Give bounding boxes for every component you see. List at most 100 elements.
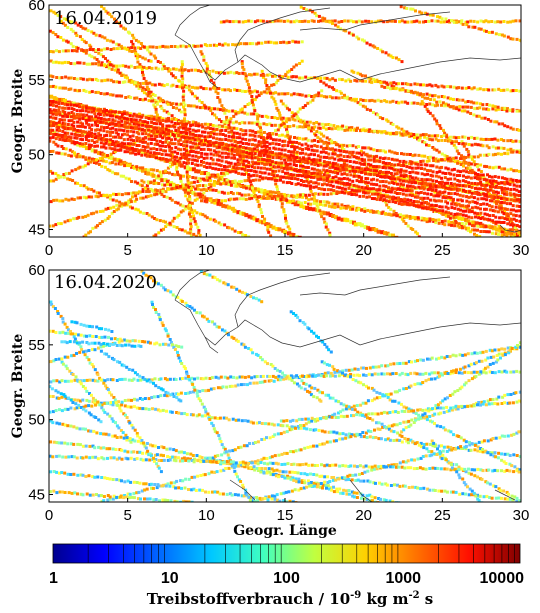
- lane-cell: [138, 54, 142, 58]
- lane-cell: [425, 220, 429, 224]
- lane-cell: [464, 175, 468, 179]
- lane-cell: [120, 115, 124, 119]
- lane-cell: [263, 189, 267, 192]
- lane-cell: [251, 138, 255, 142]
- lane-cell: [193, 192, 198, 197]
- lane-cell: [397, 82, 401, 86]
- lane-cell: [382, 20, 386, 24]
- lane-cell: [146, 168, 150, 172]
- lane-cell: [373, 192, 377, 196]
- lane-cell: [115, 80, 119, 84]
- lane-cell: [350, 126, 354, 130]
- lane-cell: [352, 174, 356, 178]
- lane-cell: [355, 166, 359, 170]
- lane-cell: [49, 179, 53, 183]
- lane-cell: [155, 130, 159, 134]
- lane-cell: [158, 139, 162, 143]
- lane-cell: [441, 171, 445, 175]
- lane-cell: [379, 48, 383, 52]
- lane-cell: [64, 172, 68, 176]
- lane-cell: [261, 215, 264, 218]
- lane-cell: [258, 122, 262, 126]
- lane-cell: [129, 200, 133, 204]
- lane-cell: [69, 139, 73, 143]
- lane-cell: [162, 84, 166, 88]
- lane-cell: [289, 158, 293, 162]
- lane-cell: [413, 82, 417, 86]
- lane-cell: [411, 7, 415, 11]
- lane-cell: [499, 89, 503, 92]
- lane-cell: [124, 96, 128, 99]
- lane-cell: [291, 117, 295, 121]
- lane-cell: [490, 137, 494, 141]
- lane-cell: [327, 141, 331, 145]
- lane-cell: [204, 87, 208, 91]
- lane-cell: [170, 156, 174, 160]
- lane-cell: [92, 159, 96, 163]
- lane-cell: [180, 119, 184, 123]
- lane-cell: [213, 200, 218, 205]
- lane-cell: [131, 195, 134, 199]
- lane-cell: [51, 135, 55, 139]
- lane-cell: [155, 122, 159, 126]
- lane-cell: [405, 179, 408, 183]
- lane-cell: [371, 44, 375, 48]
- lane-cell: [488, 208, 492, 212]
- lane-cell: [187, 69, 191, 73]
- lane-cell: [400, 127, 404, 131]
- lane-cell: [411, 154, 415, 158]
- lane-cell: [320, 132, 323, 136]
- lane-cell: [419, 191, 423, 194]
- lane-cell: [464, 222, 468, 226]
- lane-cell: [250, 196, 254, 200]
- lane-cell: [391, 56, 395, 59]
- lane-cell: [173, 162, 177, 166]
- lane-cell: [251, 42, 255, 46]
- lane-cell: [231, 145, 236, 150]
- lane-cell: [464, 209, 468, 213]
- lane-cell: [342, 163, 346, 166]
- lane-cell: [106, 78, 110, 82]
- lane-cell: [448, 139, 452, 143]
- lane-cell: [500, 186, 504, 190]
- lane-cell: [236, 158, 240, 162]
- lane-cell: [436, 134, 440, 138]
- lane-cell: [216, 173, 220, 177]
- lane-cell: [192, 232, 196, 236]
- lane-cell: [233, 229, 237, 233]
- lane-cell: [282, 19, 286, 23]
- lane-cell: [273, 100, 277, 104]
- lane-cell: [246, 83, 250, 86]
- lane-cell: [279, 198, 283, 202]
- lane-cell: [424, 11, 428, 15]
- lane-cell: [100, 164, 104, 168]
- lane-cell: [147, 66, 151, 70]
- lane-cell: [387, 212, 391, 216]
- lane-cell: [233, 149, 236, 153]
- lane-cell: [428, 184, 432, 188]
- lane-cell: [318, 126, 322, 130]
- lane-cell: [310, 126, 314, 130]
- lane-cell: [423, 181, 427, 185]
- lane-cell: [348, 167, 352, 171]
- lane-cell: [271, 91, 275, 95]
- lane-cell: [56, 13, 60, 17]
- lane-cell: [244, 132, 248, 136]
- lane-cell: [434, 174, 438, 178]
- lane-cell: [408, 193, 412, 197]
- lane-cell: [255, 90, 259, 94]
- lane-cell: [291, 75, 295, 79]
- lane-cell: [506, 139, 510, 143]
- lane-cell: [150, 237, 153, 240]
- lane-cell: [312, 121, 316, 125]
- lane-cell: [232, 114, 236, 118]
- lane-cell: [272, 83, 276, 87]
- lane-cell: [382, 149, 386, 153]
- lane-cell: [222, 172, 226, 175]
- lane-cell: [280, 117, 284, 121]
- lane-cell: [115, 203, 119, 207]
- lane-cell: [209, 183, 213, 187]
- lane-cell: [330, 127, 334, 131]
- lane-cell: [170, 150, 174, 154]
- lane-cell: [423, 167, 427, 171]
